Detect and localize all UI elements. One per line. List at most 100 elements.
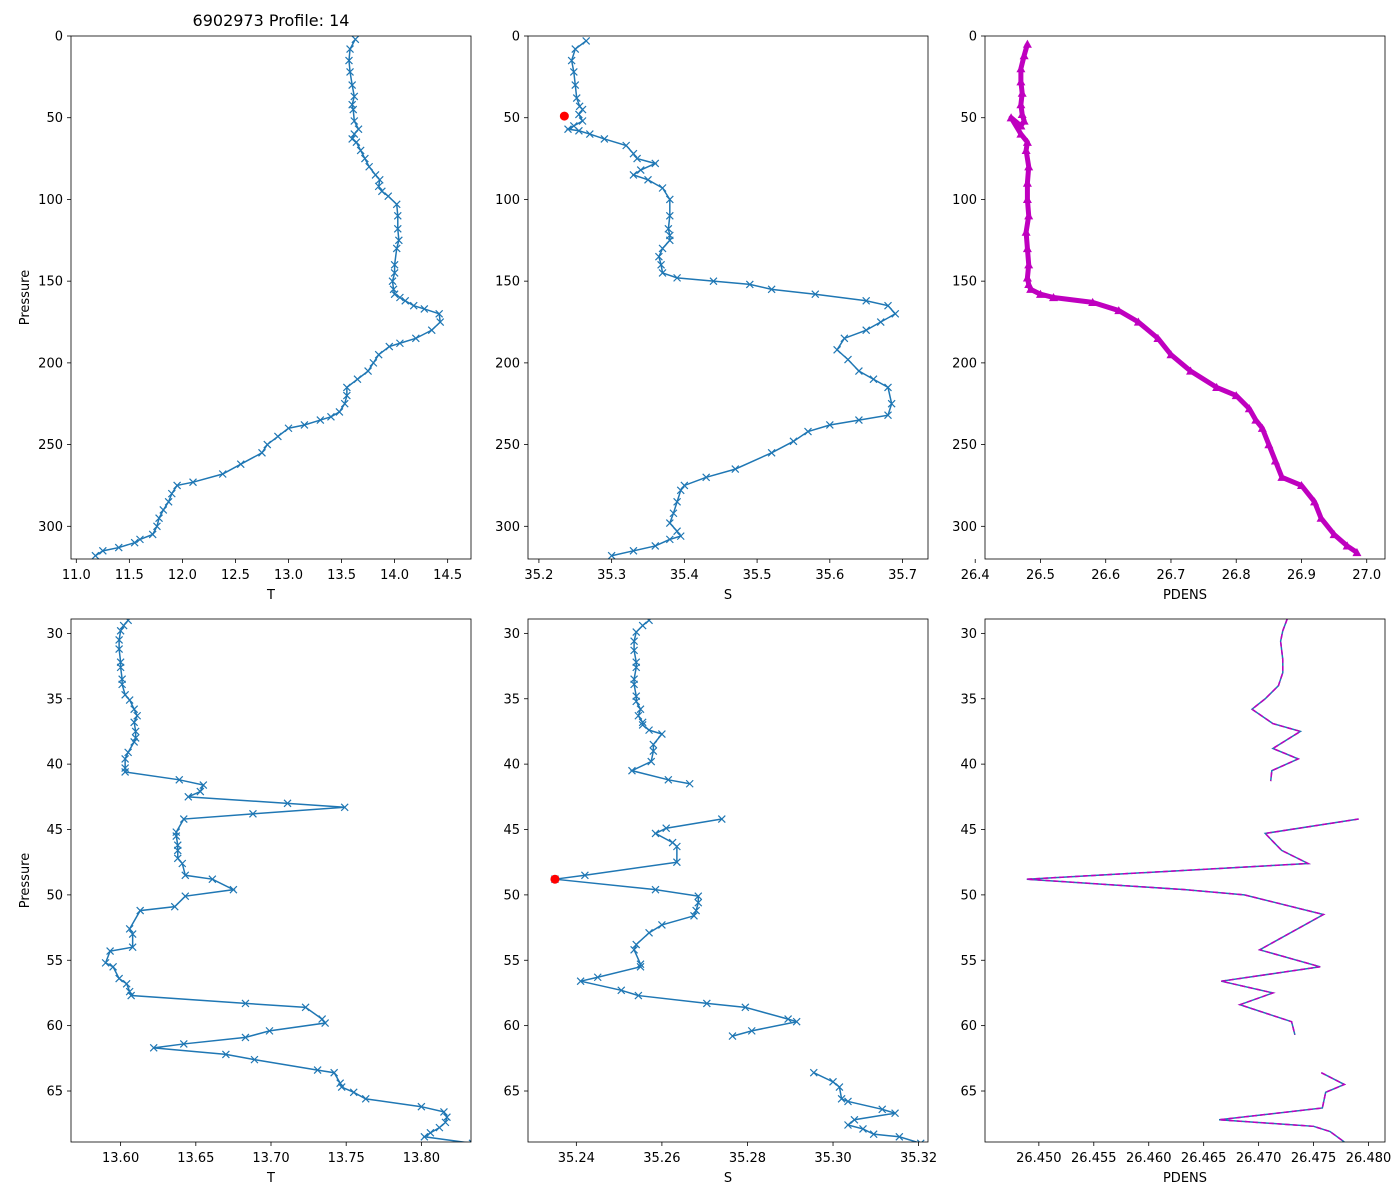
data-point xyxy=(130,538,139,547)
data-point xyxy=(636,166,645,174)
data-point xyxy=(353,375,362,384)
data-point xyxy=(345,56,353,65)
x-tick-label: 35.4 xyxy=(670,568,699,583)
data-point xyxy=(629,546,638,555)
panel-bottom-PDENS: 26.450 26.455 26.460 26.465 26.470 26.475 26.4… xyxy=(960,618,1392,1186)
data-point xyxy=(633,154,642,163)
data-point xyxy=(665,519,674,527)
data-point xyxy=(673,497,682,506)
x-tick-label: 26.4 xyxy=(961,568,990,583)
y-tick-label: 150 xyxy=(495,275,520,290)
data-point xyxy=(116,626,125,635)
data-point xyxy=(829,1077,837,1086)
data-point xyxy=(179,1040,188,1048)
x-tick-label: 11.0 xyxy=(62,568,91,583)
data-point xyxy=(181,892,190,901)
data-point xyxy=(115,974,124,983)
data-point xyxy=(273,432,282,441)
axes-frame xyxy=(527,618,929,1143)
data-point xyxy=(313,1066,322,1075)
data-point xyxy=(571,45,580,53)
data-point xyxy=(728,1032,737,1041)
data-point xyxy=(164,497,173,506)
data-point xyxy=(155,514,163,523)
data-point xyxy=(241,999,250,1008)
data-point xyxy=(649,740,658,749)
data-point xyxy=(131,727,140,736)
data-point xyxy=(767,448,776,457)
data-point xyxy=(361,1094,370,1103)
series-line-dashed xyxy=(1250,619,1303,782)
data-point xyxy=(153,522,161,531)
data-point xyxy=(221,1050,230,1059)
data-point xyxy=(395,339,404,348)
data-point xyxy=(420,305,429,313)
data-point xyxy=(181,871,190,880)
data-point xyxy=(567,56,576,65)
axes-frame xyxy=(70,35,472,560)
data-point xyxy=(236,460,245,469)
data-point xyxy=(369,358,378,367)
data-point xyxy=(891,309,900,318)
data-point xyxy=(300,421,309,429)
data-point xyxy=(375,175,384,184)
data-point xyxy=(352,138,361,147)
data-point xyxy=(694,892,703,901)
data-point xyxy=(360,154,369,163)
plot-area xyxy=(551,619,925,1142)
y-tick-label: 0 xyxy=(55,30,63,45)
y-tick-label: 65 xyxy=(960,1085,977,1100)
data-point xyxy=(835,1083,844,1092)
data-point xyxy=(350,130,359,138)
y-tick-label: 45 xyxy=(46,823,63,838)
data-point xyxy=(440,1108,448,1116)
data-point xyxy=(121,768,130,776)
data-point xyxy=(884,383,892,392)
x-tick-label: 12.0 xyxy=(168,568,197,583)
data-point xyxy=(435,309,444,318)
plot-area xyxy=(101,619,471,1142)
y-tick-label: 100 xyxy=(952,193,977,208)
data-point xyxy=(665,211,674,220)
data-point xyxy=(417,1102,426,1111)
x-tick-label: 35.6 xyxy=(815,568,844,583)
data-point xyxy=(702,473,711,482)
data-point xyxy=(630,646,639,655)
data-point xyxy=(840,334,849,343)
data-point xyxy=(809,1068,818,1077)
data-point xyxy=(284,424,293,433)
data-point xyxy=(804,427,812,436)
data-point xyxy=(665,535,674,544)
data-point xyxy=(136,906,145,915)
x-tick-label: 26.480 xyxy=(1346,1151,1392,1166)
data-point xyxy=(218,470,227,478)
data-point xyxy=(351,36,360,44)
x-axis-label: S xyxy=(724,588,732,603)
data-point xyxy=(669,509,678,518)
data-point xyxy=(607,551,616,559)
data-point xyxy=(862,326,871,335)
data-point xyxy=(638,720,647,729)
y-tick-label: 65 xyxy=(503,1085,520,1100)
x-axis-label: S xyxy=(724,1171,732,1186)
x-axis-label: T xyxy=(266,588,275,603)
data-point xyxy=(690,911,698,920)
data-point xyxy=(630,945,639,954)
data-point xyxy=(578,105,587,114)
data-point xyxy=(854,416,863,425)
series-line-dashed xyxy=(1218,1072,1347,1142)
data-point xyxy=(658,269,667,277)
data-point xyxy=(632,697,641,706)
data-point xyxy=(622,141,631,150)
panel-bottom-S: 35.24 35.26 35.28 35.30 35.32 30 35 40 45 50 55 60 6… xyxy=(503,618,937,1186)
data-point xyxy=(676,532,685,541)
data-point xyxy=(895,1132,904,1141)
y-tick-label: 250 xyxy=(495,438,520,453)
y-tick-label: 50 xyxy=(46,111,63,126)
x-tick-label: 11.5 xyxy=(115,568,144,583)
data-point xyxy=(172,832,181,840)
y-tick-label: 200 xyxy=(38,356,63,371)
data-point xyxy=(672,842,681,851)
data-point xyxy=(585,130,594,138)
data-point xyxy=(392,200,401,209)
